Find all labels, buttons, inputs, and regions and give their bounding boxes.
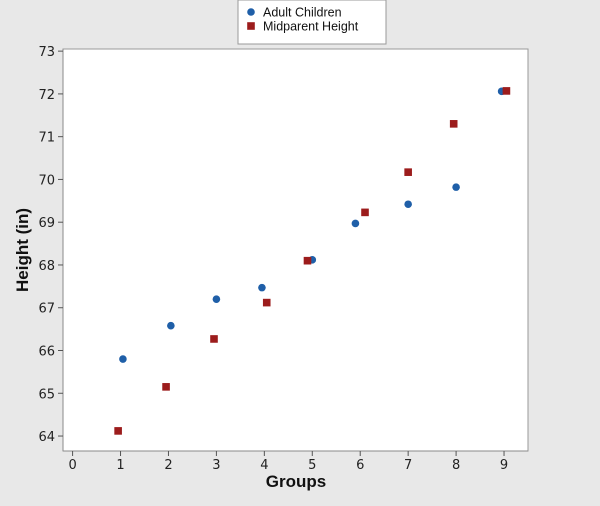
y-tick-label: 69 xyxy=(38,216,55,231)
plot-area xyxy=(62,48,529,452)
y-axis: 64 65 66 67 68 69 70 71 72 73 xyxy=(38,45,64,451)
y-tick-label: 73 xyxy=(38,45,55,60)
midparent-height-point xyxy=(449,120,458,128)
adult-children-point xyxy=(258,283,266,292)
x-axis: 0 1 2 3 4 5 6 7 8 9 xyxy=(63,450,528,473)
x-tick-label: 6 xyxy=(356,458,364,473)
legend-box xyxy=(237,0,387,45)
x-tick-label: 5 xyxy=(308,458,316,473)
midparent-height-point xyxy=(262,298,271,307)
y-axis-label: Height (in) xyxy=(13,208,32,292)
midparent-height-point xyxy=(114,427,122,435)
data-points xyxy=(114,87,511,435)
adult-children-point xyxy=(167,321,175,330)
legend-marker-midparent-height xyxy=(247,22,255,30)
x-tick-label: 2 xyxy=(164,458,172,473)
x-tick-label: 4 xyxy=(260,458,268,473)
adult-children-point xyxy=(404,200,412,209)
y-tick-label: 71 xyxy=(38,131,55,146)
adult-children-point xyxy=(212,295,221,303)
y-tick-label: 72 xyxy=(38,88,55,103)
midparent-height-point xyxy=(361,208,369,217)
adult-children-point xyxy=(351,219,360,228)
midparent-height-point xyxy=(162,383,170,391)
adult-children-point xyxy=(119,355,127,363)
x-tick-label: 0 xyxy=(68,458,76,473)
x-tick-label: 7 xyxy=(404,458,412,473)
legend-marker-adult-children xyxy=(247,8,255,16)
legend-label: Midparent Height xyxy=(263,20,359,34)
x-tick-label: 9 xyxy=(500,458,508,473)
y-tick-label: 68 xyxy=(38,259,55,274)
midparent-height-point xyxy=(404,168,412,176)
adult-children-point xyxy=(452,183,460,191)
midparent-height-point xyxy=(502,87,511,95)
x-tick-label: 3 xyxy=(212,458,220,473)
x-tick-label: 8 xyxy=(452,458,460,473)
legend-label: Adult Children xyxy=(263,6,342,20)
y-tick-label: 70 xyxy=(38,173,55,188)
midparent-height-point xyxy=(210,335,218,343)
midparent-height-point xyxy=(303,256,312,265)
y-tick-label: 65 xyxy=(38,387,55,402)
x-axis-label: Groups xyxy=(266,472,326,491)
y-tick-label: 67 xyxy=(38,302,55,317)
x-tick-label: 1 xyxy=(116,458,124,473)
y-tick-label: 64 xyxy=(38,430,55,445)
y-tick-label: 66 xyxy=(38,345,55,360)
